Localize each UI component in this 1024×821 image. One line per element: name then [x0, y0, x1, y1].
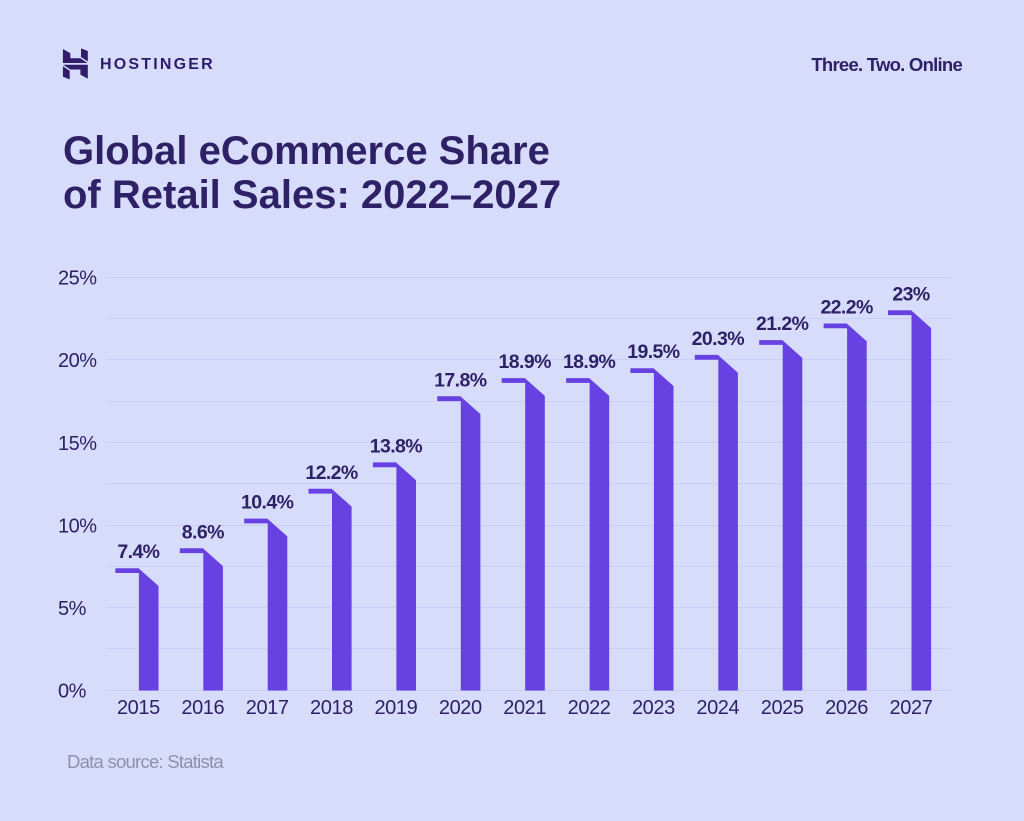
svg-text:13.8%: 13.8% [370, 435, 423, 457]
svg-text:8.6%: 8.6% [182, 521, 224, 543]
svg-text:2017: 2017 [246, 697, 289, 719]
svg-text:10.4%: 10.4% [241, 492, 294, 514]
svg-text:2016: 2016 [181, 697, 224, 719]
svg-text:5%: 5% [58, 598, 87, 620]
svg-text:2015: 2015 [117, 697, 160, 719]
svg-text:2026: 2026 [825, 697, 868, 719]
svg-text:23%: 23% [892, 283, 929, 305]
svg-text:12.2%: 12.2% [305, 462, 358, 484]
svg-text:20.3%: 20.3% [692, 328, 745, 350]
svg-text:22.2%: 22.2% [820, 297, 873, 319]
svg-text:2023: 2023 [632, 697, 675, 719]
svg-text:21.2%: 21.2% [756, 313, 809, 335]
svg-text:18.9%: 18.9% [563, 351, 616, 373]
svg-text:2027: 2027 [890, 697, 933, 719]
svg-text:19.5%: 19.5% [627, 341, 680, 363]
svg-text:7.4%: 7.4% [117, 541, 159, 563]
svg-text:15%: 15% [58, 433, 97, 455]
svg-text:2024: 2024 [696, 697, 739, 719]
svg-text:10%: 10% [58, 515, 97, 537]
svg-text:2019: 2019 [374, 697, 417, 719]
svg-text:2021: 2021 [503, 697, 546, 719]
svg-text:18.9%: 18.9% [499, 351, 552, 373]
svg-text:0%: 0% [58, 681, 87, 703]
svg-text:25%: 25% [58, 268, 97, 290]
svg-text:2018: 2018 [310, 697, 353, 719]
svg-text:2022: 2022 [568, 697, 611, 719]
svg-text:2020: 2020 [439, 697, 482, 719]
svg-text:20%: 20% [58, 350, 97, 372]
svg-text:2025: 2025 [761, 697, 804, 719]
svg-text:17.8%: 17.8% [434, 369, 487, 391]
